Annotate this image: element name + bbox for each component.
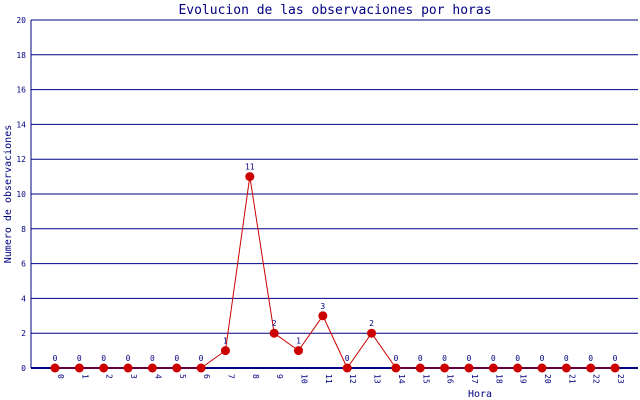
y-tick-label: 12 [16,155,26,164]
data-point [415,363,425,373]
data-label: 0 [564,354,569,363]
data-point [172,363,182,373]
y-tick-label: 4 [21,294,26,303]
data-point [74,363,84,373]
x-tick-label: 2 [105,374,114,379]
x-tick-label: 13 [373,374,382,384]
data-label: 0 [491,354,496,363]
data-point [245,172,255,182]
x-tick-label: 9 [275,374,284,379]
data-label: 3 [320,302,325,311]
x-tick-label: 5 [178,374,187,379]
x-tick-label: 18 [494,374,503,384]
x-axis-label: Hora [468,389,492,400]
y-tick-label: 6 [21,260,26,269]
data-label: 0 [540,354,545,363]
data-point [220,346,230,356]
data-point [610,363,620,373]
data-point [488,363,498,373]
y-tick-label: 14 [16,120,26,129]
y-tick-label: 2 [21,329,26,338]
data-point [561,363,571,373]
x-tick-label: 14 [397,374,406,384]
data-point [513,363,523,373]
x-tick-label: 22 [592,374,601,384]
y-tick-label: 10 [16,190,26,199]
data-point [342,363,352,373]
data-point [99,363,109,373]
y-tick-label: 0 [21,364,26,373]
data-label: 0 [613,354,618,363]
data-label: 0 [418,354,423,363]
x-tick-label: 21 [567,374,576,384]
data-label: 0 [442,354,447,363]
data-label: 2 [369,319,374,328]
data-label: 1 [296,337,301,346]
data-point [318,311,328,321]
data-point [50,363,60,373]
data-label: 0 [101,354,106,363]
data-point [147,363,157,373]
data-label: 0 [53,354,58,363]
x-tick-label: 8 [251,374,260,379]
data-point [269,328,279,338]
data-point [537,363,547,373]
x-tick-label: 1 [80,374,89,379]
data-label: 0 [77,354,82,363]
y-tick-label: 20 [16,16,26,25]
data-label: 0 [467,354,472,363]
x-tick-label: 16 [446,374,455,384]
series-line [55,176,616,369]
data-point [391,363,401,373]
y-axis-label: Numero de observaciones [3,125,14,263]
data-point [294,346,303,356]
data-point [440,363,450,373]
data-label: 0 [199,354,204,363]
x-tick-label: 6 [202,374,211,379]
x-tick-label: 20 [543,374,552,384]
data-label: 1 [223,337,228,346]
data-label: 0 [588,354,593,363]
y-tick-label: 16 [16,86,26,95]
data-point [123,363,133,373]
data-label: 0 [393,354,398,363]
x-tick-label: 3 [129,374,138,379]
y-tick-label: 8 [21,225,26,234]
data-label: 11 [245,163,255,172]
data-label: 2 [272,319,277,328]
x-tick-label: 17 [470,374,479,384]
x-tick-label: 4 [153,374,162,379]
x-tick-label: 15 [421,374,430,384]
data-label: 0 [515,354,520,363]
data-point [196,363,206,373]
data-label: 0 [345,354,350,363]
x-tick-label: 11 [324,374,333,384]
y-tick-label: 18 [16,51,26,60]
chart-title: Evolucion de las observaciones por horas [178,3,491,18]
data-label: 0 [126,354,131,363]
x-tick-label: 0 [56,374,65,379]
data-label: 0 [174,354,179,363]
x-tick-label: 19 [519,374,528,384]
x-tick-label: 12 [348,374,357,384]
x-tick-label: 7 [226,374,235,379]
data-point [367,328,377,338]
data-label: 0 [150,354,155,363]
x-tick-label: 10 [300,374,309,384]
data-point [586,363,596,373]
data-point [464,363,474,373]
x-tick-label: 23 [616,374,625,384]
